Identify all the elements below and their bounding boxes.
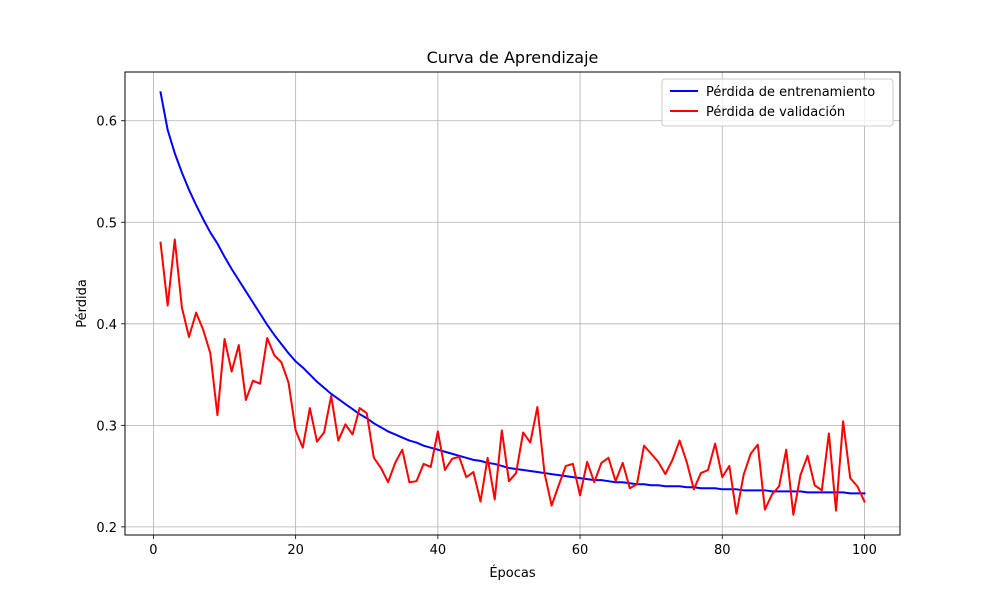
x-tick-label: 0 bbox=[149, 543, 157, 558]
x-tick-label: 100 bbox=[852, 543, 877, 558]
legend-box bbox=[661, 78, 894, 127]
legend: Pérdida de entrenamiento Pérdida de vali… bbox=[661, 78, 894, 127]
x-tick-label: 60 bbox=[572, 543, 589, 558]
plot-frame bbox=[124, 71, 901, 536]
chart-title: Curva de Aprendizaje bbox=[427, 48, 599, 67]
legend-label-validation: Pérdida de validación bbox=[706, 105, 845, 120]
y-tick-label: 0.2 bbox=[96, 521, 117, 536]
x-tick-label: 20 bbox=[287, 543, 304, 558]
y-tick-label: 0.4 bbox=[96, 318, 117, 333]
training-loss-line bbox=[159, 91, 866, 495]
axis-ticks: 0 20 40 60 80 100 0.2 0.3 0.4 0.5 0.6 bbox=[96, 115, 877, 558]
validation-loss-line bbox=[159, 238, 866, 516]
y-tick-label: 0.6 bbox=[96, 115, 117, 130]
x-tick-label: 80 bbox=[714, 543, 731, 558]
x-tick-label: 40 bbox=[430, 543, 447, 558]
series-lines bbox=[159, 91, 866, 516]
y-axis-label: Pérdida bbox=[75, 279, 90, 328]
x-axis-label: Épocas bbox=[489, 565, 536, 581]
legend-label-training: Pérdida de entrenamiento bbox=[706, 85, 875, 100]
y-tick-label: 0.5 bbox=[96, 216, 117, 231]
y-tick-label: 0.3 bbox=[96, 419, 117, 434]
